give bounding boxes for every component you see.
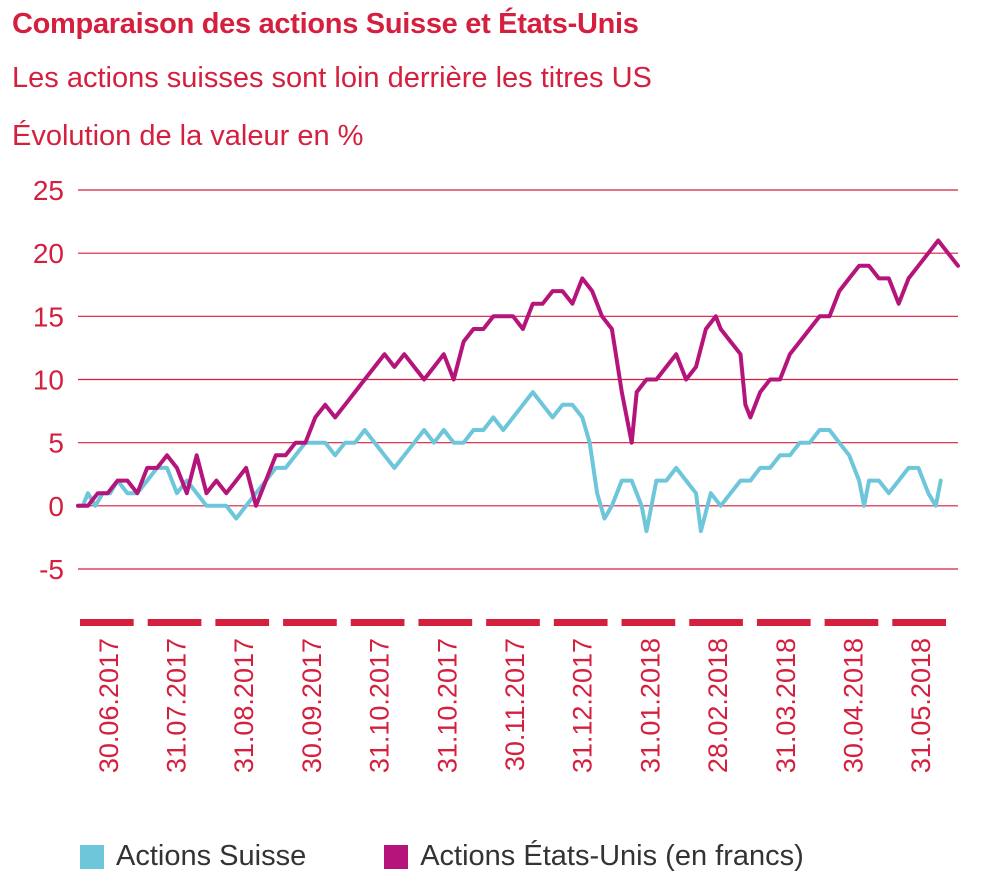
legend-item-us: Actions États-Unis (en francs) xyxy=(384,840,804,873)
x-axis-segment xyxy=(147,619,202,626)
x-tick-label: 31.03.2018 xyxy=(771,638,801,773)
x-tick-label: 31.08.2017 xyxy=(229,638,259,773)
y-tick-label: 10 xyxy=(33,365,64,396)
x-tick-label: 30.09.2017 xyxy=(297,638,327,773)
y-tick-label: 15 xyxy=(33,301,64,332)
series-line-us xyxy=(76,238,960,508)
chart-title: Comparaison des actions Suisse et États-… xyxy=(12,8,639,40)
y-tick-label: 5 xyxy=(48,428,64,459)
x-axis xyxy=(80,619,946,626)
x-tick-label: 31.12.2017 xyxy=(568,638,598,773)
x-axis-segment xyxy=(350,619,405,626)
x-axis-tick-labels: 30.06.2017 31.07.2017 31.08.2017 30.09.2017… xyxy=(94,638,936,773)
x-tick-label: 31.07.2017 xyxy=(162,638,192,773)
x-tick-label: 31.10.2017 xyxy=(432,638,462,773)
legend-swatch-us xyxy=(384,844,409,869)
y-axis-unit-label: Évolution de la valeur en % xyxy=(12,120,364,152)
x-axis-segment xyxy=(553,619,608,626)
series-lines xyxy=(76,238,960,534)
x-tick-label: 31.10.2017 xyxy=(365,638,395,773)
x-tick-label: 30.06.2017 xyxy=(94,638,124,773)
chart-subtitle: Les actions suisses sont loin derrière l… xyxy=(12,62,652,94)
legend-swatch-suisse xyxy=(80,844,104,869)
legend-label-us: Actions États-Unis (en francs) xyxy=(420,840,804,872)
legend-item-suisse: Actions Suisse xyxy=(80,840,306,873)
y-axis-tick-labels: 25 20 15 10 5 0 -5 xyxy=(33,175,64,585)
x-axis-segment xyxy=(283,619,337,626)
y-tick-label: 0 xyxy=(48,491,64,522)
x-axis-segment xyxy=(621,619,676,626)
x-axis-segment xyxy=(689,619,743,626)
y-tick-label: 20 xyxy=(33,238,64,269)
x-tick-label: 30.11.2017 xyxy=(500,638,530,771)
x-tick-label: 31.05.2018 xyxy=(906,638,936,773)
x-axis-segment xyxy=(486,619,540,626)
legend: Actions Suisse Actions États-Unis (en fr… xyxy=(80,840,882,873)
x-tick-label: 30.04.2018 xyxy=(838,638,868,773)
y-tick-label: 25 xyxy=(33,175,64,206)
gridlines xyxy=(78,189,958,570)
series-line-suisse xyxy=(76,390,943,534)
x-axis-segment xyxy=(80,619,134,626)
legend-label-suisse: Actions Suisse xyxy=(116,840,307,872)
x-axis-segment xyxy=(824,619,879,626)
y-tick-label: -5 xyxy=(39,554,64,585)
x-axis-segment xyxy=(892,619,946,626)
x-tick-label: 31.01.2018 xyxy=(635,638,665,773)
x-axis-segment xyxy=(215,619,270,626)
x-tick-label: 28.02.2018 xyxy=(703,638,733,773)
x-axis-segment xyxy=(418,619,473,626)
x-axis-segment xyxy=(756,619,811,626)
